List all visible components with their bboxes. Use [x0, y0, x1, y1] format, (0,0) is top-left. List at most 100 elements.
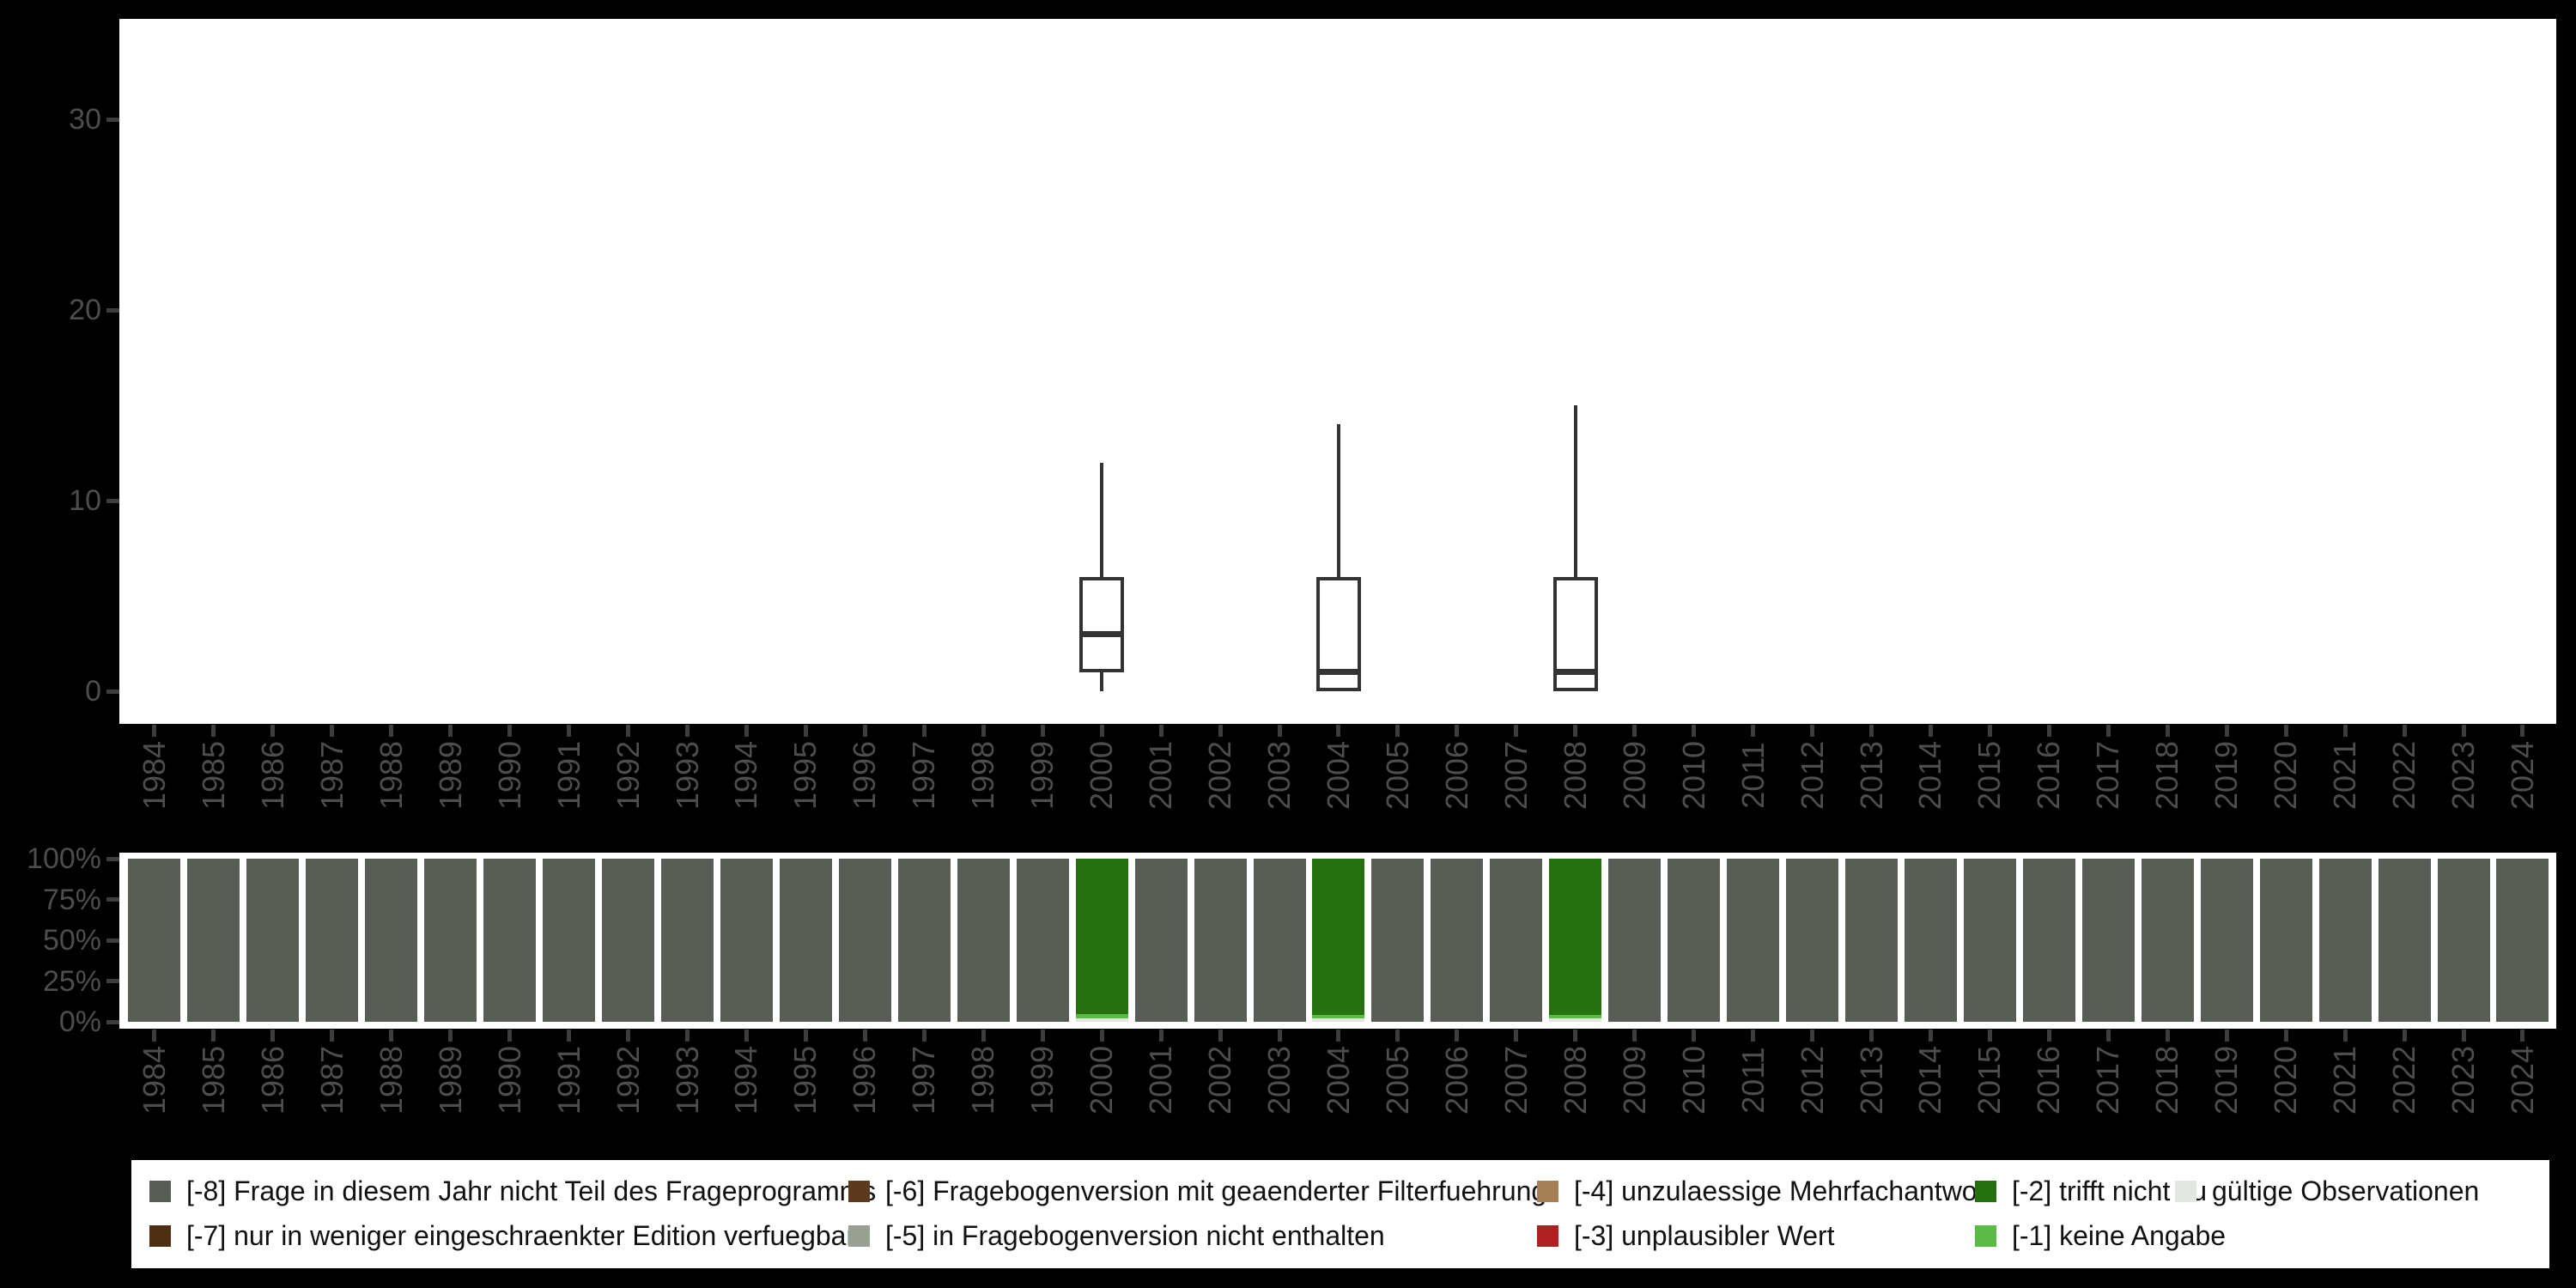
x-tick-label-box-1997: 1997 [906, 740, 942, 811]
bar-2004-seg-valid [1312, 1018, 1365, 1022]
legend-item--8: [-8] Frage in diesem Jahr nicht Teil des… [149, 1176, 876, 1206]
boxplot-y-tick-30 [106, 117, 119, 122]
x-tick-box-2013 [1869, 725, 1874, 737]
bar-2000-seg--1 [1075, 1013, 1128, 1019]
x-tick-label-bar-2021: 2021 [2327, 1045, 2363, 1115]
x-tick-label-bar-1985: 1985 [195, 1045, 231, 1115]
legend-label--4: [-4] unzulaessige Mehrfachantwort [1574, 1176, 1995, 1206]
x-tick-bar-2005 [1395, 1030, 1400, 1042]
boxplot-2008-upper-whisker [1573, 405, 1577, 577]
bar-y-tick-label-75: 75% [42, 883, 101, 916]
x-tick-bar-1993 [685, 1030, 690, 1042]
bar-2013-seg--8 [1845, 859, 1899, 1022]
x-tick-bar-1986 [270, 1030, 276, 1042]
bar-2020-seg--8 [2259, 859, 2312, 1022]
x-tick-bar-1995 [803, 1030, 808, 1042]
x-tick-box-2002 [1218, 725, 1223, 737]
bar-2004-seg--2 [1312, 859, 1365, 1016]
x-tick-label-box-1986: 1986 [254, 740, 290, 811]
x-tick-bar-2007 [1514, 1030, 1519, 1042]
bar-y-tick-50 [106, 938, 119, 943]
legend-item--7: [-7] nur in weniger eingeschraenkter Edi… [149, 1220, 855, 1251]
bar-2008-seg-valid [1549, 1018, 1602, 1022]
x-tick-label-box-2011: 2011 [1735, 742, 1771, 809]
x-tick-box-2001 [1158, 725, 1163, 737]
x-tick-box-2023 [2461, 725, 2466, 737]
x-tick-label-bar-2010: 2010 [1675, 1045, 1711, 1115]
x-tick-label-bar-2002: 2002 [1202, 1045, 1238, 1115]
bar-1994-seg--8 [720, 859, 773, 1022]
boxplot-y-tick-label-30: 30 [69, 103, 101, 136]
legend-swatch--3 [1537, 1224, 1558, 1247]
x-tick-label-bar-1994: 1994 [728, 1045, 764, 1115]
x-tick-label-box-2020: 2020 [2268, 740, 2304, 811]
x-tick-box-2020 [2283, 725, 2288, 737]
legend-swatch--5 [848, 1224, 870, 1247]
x-tick-label-bar-1989: 1989 [432, 1045, 468, 1115]
boxplot-2008-median [1552, 669, 1598, 676]
x-tick-label-bar-1988: 1988 [373, 1045, 409, 1115]
bar-y-tick-100 [106, 856, 119, 861]
x-tick-label-box-2008: 2008 [1557, 740, 1593, 811]
x-tick-bar-2019 [2224, 1030, 2229, 1042]
legend-box: [-8] Frage in diesem Jahr nicht Teil des… [131, 1160, 2549, 1268]
x-tick-box-2003 [1277, 725, 1282, 737]
boxplot-2004-upper-whisker [1336, 424, 1340, 577]
x-tick-box-1990 [507, 725, 513, 737]
x-tick-label-bar-1993: 1993 [669, 1045, 705, 1115]
x-tick-label-bar-2005: 2005 [1379, 1045, 1415, 1115]
bar-y-tick-label-0: 0% [58, 1005, 101, 1038]
x-tick-box-1989 [448, 725, 453, 737]
x-tick-label-bar-1986: 1986 [254, 1045, 290, 1115]
x-tick-label-box-2015: 2015 [1971, 740, 2008, 811]
x-tick-label-box-1999: 1999 [1024, 740, 1060, 811]
bar-2000-seg--2 [1075, 859, 1128, 1014]
x-tick-label-bar-1998: 1998 [965, 1045, 1001, 1115]
bar-2012-seg--8 [1786, 859, 1839, 1022]
x-tick-box-1991 [567, 725, 572, 737]
x-tick-label-box-2007: 2007 [1498, 740, 1534, 811]
x-tick-label-bar-1996: 1996 [847, 1045, 883, 1115]
x-tick-bar-1985 [211, 1030, 216, 1042]
x-tick-box-2015 [1987, 725, 1992, 737]
x-tick-label-box-2014: 2014 [1912, 740, 1948, 811]
x-tick-box-1985 [211, 725, 216, 737]
legend-label--7: [-7] nur in weniger eingeschraenkter Edi… [186, 1220, 856, 1251]
x-tick-box-2019 [2224, 725, 2229, 737]
bar-y-tick-25 [106, 979, 119, 983]
x-tick-label-bar-1991: 1991 [550, 1045, 586, 1115]
stacked-bar-panel [119, 853, 2556, 1029]
bar-2024-seg--8 [2496, 859, 2549, 1022]
x-tick-box-1994 [744, 725, 749, 737]
x-tick-bar-1994 [744, 1030, 749, 1042]
x-tick-box-2016 [2046, 725, 2051, 737]
x-tick-label-bar-1992: 1992 [610, 1045, 646, 1115]
bar-2014-seg--8 [1904, 859, 1957, 1022]
x-tick-label-box-2016: 2016 [2031, 740, 2067, 811]
x-tick-label-bar-2003: 2003 [1261, 1045, 1297, 1115]
x-tick-bar-2017 [2105, 1030, 2111, 1042]
x-tick-box-2004 [1336, 725, 1341, 737]
legend-item--2: [-2] trifft nicht zu [1975, 1176, 2207, 1206]
bar-y-tick-label-100: 100% [27, 842, 101, 875]
x-tick-box-1987 [330, 725, 335, 737]
x-tick-box-2022 [2402, 725, 2407, 737]
x-tick-bar-1998 [981, 1030, 986, 1042]
x-tick-label-box-2003: 2003 [1261, 740, 1297, 811]
x-tick-label-box-2010: 2010 [1675, 740, 1711, 811]
legend-item-valid: gültige Observationen [2175, 1176, 2479, 1206]
x-tick-label-bar-2012: 2012 [1794, 1045, 1830, 1115]
x-tick-bar-1991 [567, 1030, 572, 1042]
x-tick-label-box-2023: 2023 [2445, 740, 2482, 811]
x-tick-box-2011 [1751, 725, 1756, 737]
x-tick-label-box-2005: 2005 [1379, 740, 1415, 811]
legend-label--1: [-1] keine Angabe [2012, 1220, 2227, 1251]
legend-label--3: [-3] unplausibler Wert [1574, 1220, 1835, 1251]
bar-2006-seg--8 [1431, 859, 1484, 1022]
x-tick-bar-2009 [1632, 1030, 1637, 1042]
x-tick-label-bar-2004: 2004 [1320, 1045, 1356, 1115]
bar-2019-seg--8 [2200, 859, 2253, 1022]
x-tick-box-2006 [1455, 725, 1460, 737]
x-tick-bar-2024 [2520, 1030, 2525, 1042]
